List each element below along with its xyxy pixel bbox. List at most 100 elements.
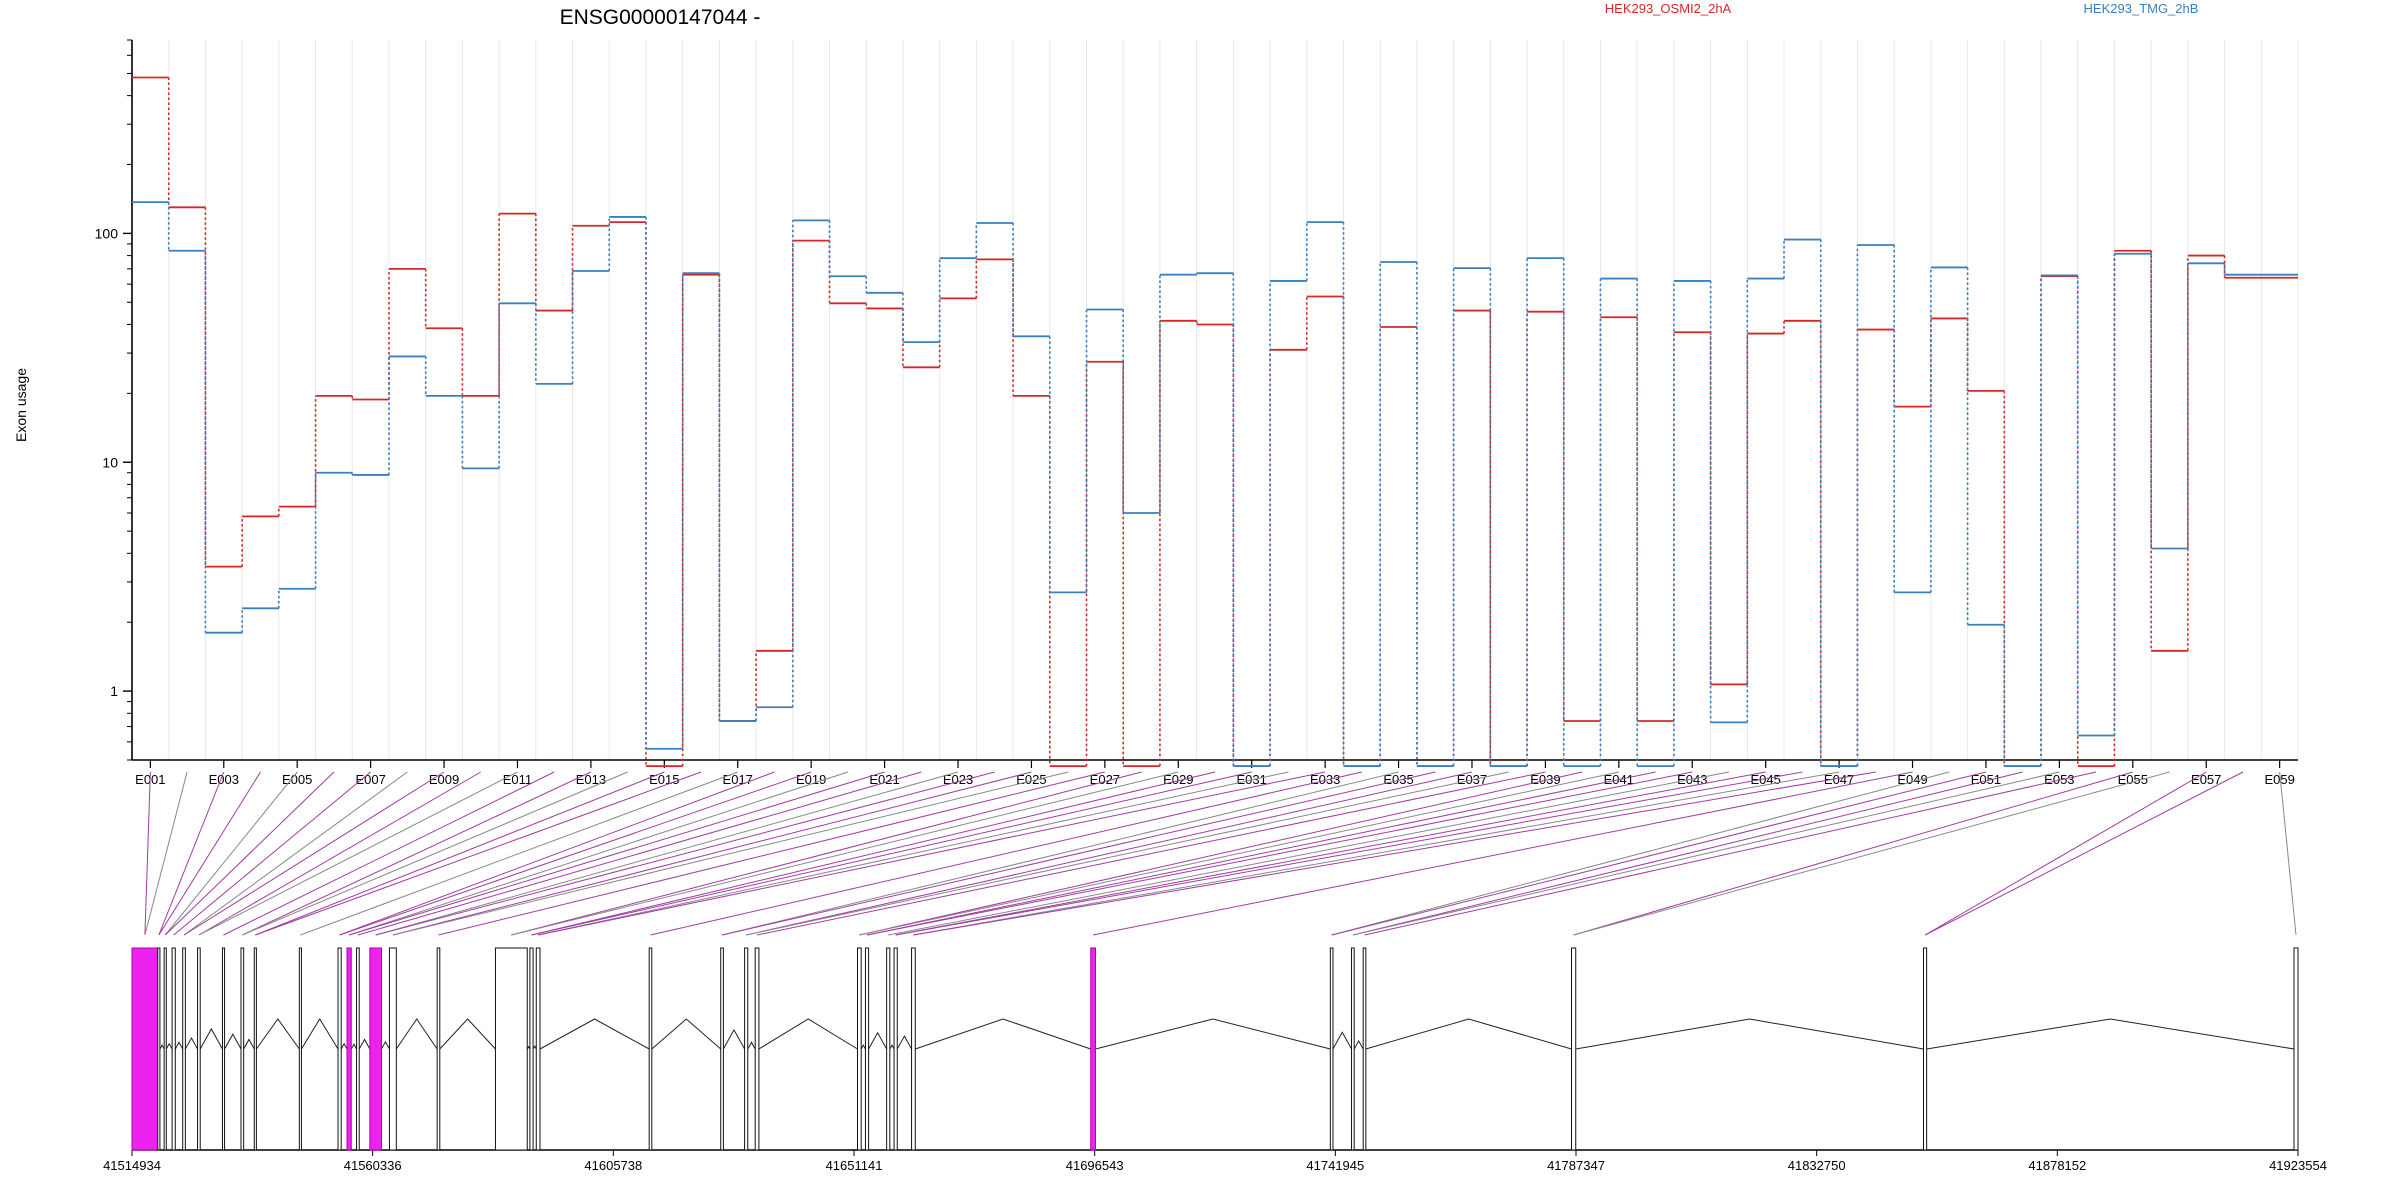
exon-connector xyxy=(242,771,628,936)
y-axis-label: Exon usage xyxy=(13,368,29,442)
exon-connector xyxy=(164,771,335,936)
vertical-gridlines xyxy=(131,40,2299,760)
x-tick-label: E021 xyxy=(869,772,899,787)
x-tick-label: E009 xyxy=(429,772,459,787)
exon-connector xyxy=(158,771,225,936)
intron-line xyxy=(889,1044,895,1050)
exon-connector xyxy=(538,771,1289,936)
chart-title: ENSG00000147044 - xyxy=(560,6,761,29)
exon-box xyxy=(171,947,176,1151)
exon-connector xyxy=(339,771,812,936)
exon-connector xyxy=(1352,771,2060,936)
intron-line xyxy=(174,1041,184,1050)
intron-line xyxy=(199,1027,223,1050)
intron-line xyxy=(722,1028,746,1050)
exon-connector xyxy=(538,771,1326,936)
exon-box xyxy=(529,947,534,1151)
exon-box xyxy=(240,947,245,1151)
exon-box xyxy=(754,947,760,1151)
exon-connector xyxy=(2279,771,2297,936)
exon-connector xyxy=(1364,771,2097,936)
x-tick-label: E025 xyxy=(1016,772,1046,787)
coordinate-tick-label: 41696543 xyxy=(1066,1158,1124,1173)
exon-box xyxy=(911,947,916,1151)
exon-connector xyxy=(913,771,1876,936)
exon-connector xyxy=(144,771,151,936)
intron-line xyxy=(896,1035,912,1050)
coordinate-tick-label: 41741945 xyxy=(1306,1158,1364,1173)
coordinate-tick-label: 41787347 xyxy=(1547,1158,1605,1173)
exon-connector xyxy=(1352,771,2023,936)
intron-line xyxy=(350,1043,358,1050)
y-tick-label: 100 xyxy=(95,225,119,241)
intron-line xyxy=(301,1018,339,1050)
exon-connector xyxy=(721,771,1399,936)
x-tick-label: E019 xyxy=(796,772,826,787)
exon-connector xyxy=(158,771,261,936)
exon-box xyxy=(1090,947,1096,1151)
x-tick-label: E007 xyxy=(355,772,385,787)
gene-model: 41514934 41560336 41605738 41651141 41696543… xyxy=(103,947,2327,1173)
exon-box xyxy=(1329,947,1334,1151)
exon-box xyxy=(346,947,352,1151)
intron-line xyxy=(439,1018,496,1050)
intron-line xyxy=(224,1033,242,1050)
exon-connector xyxy=(746,771,1509,936)
exon-box xyxy=(253,947,257,1151)
exon-connector xyxy=(1331,771,1950,936)
x-tick-label: E035 xyxy=(1383,772,1413,787)
exon-connector xyxy=(242,771,592,936)
intron-line xyxy=(255,1018,300,1050)
exon-connector xyxy=(511,771,1179,936)
exon-connector xyxy=(438,771,1105,936)
exon-box xyxy=(197,947,201,1151)
exon-box xyxy=(648,947,653,1151)
exon-box xyxy=(1571,947,1577,1151)
x-tick-label: E055 xyxy=(2118,772,2148,787)
intron-line xyxy=(395,1018,438,1050)
y-tick-label: 10 xyxy=(102,454,118,470)
intron-line xyxy=(358,1038,371,1050)
coordinate-tick-label: 41560336 xyxy=(344,1158,402,1173)
x-tick-label: E039 xyxy=(1530,772,1560,787)
intron-line xyxy=(184,1036,198,1050)
x-tick-label: E013 xyxy=(576,772,606,787)
series-0 xyxy=(132,76,2298,768)
intron-line xyxy=(243,1038,255,1050)
intron-line xyxy=(747,1041,756,1050)
exon-connector xyxy=(650,771,1362,936)
exon-connector xyxy=(1573,771,2170,936)
coordinate-tick-label: 41923554 xyxy=(2269,1158,2327,1173)
coordinate-tick-label: 41832750 xyxy=(1788,1158,1846,1173)
exon-box xyxy=(893,947,898,1151)
coordinate-tick-label: 41514934 xyxy=(103,1158,161,1173)
intron-line xyxy=(340,1042,348,1050)
intron-line xyxy=(381,1040,390,1050)
exon-connector xyxy=(255,771,702,936)
exon-box xyxy=(856,947,862,1151)
exon-connector xyxy=(859,771,1583,936)
intron-line xyxy=(915,1018,1091,1050)
exon-connector xyxy=(144,771,188,936)
intron-line xyxy=(539,1018,650,1050)
exon-connector xyxy=(866,771,1693,936)
exon-connector xyxy=(721,771,1436,936)
exon-connector xyxy=(866,771,1656,936)
exon-connector xyxy=(375,771,995,936)
exon-box xyxy=(356,947,360,1151)
exon-connector xyxy=(392,771,1032,936)
exon-connector xyxy=(531,771,1252,936)
exon-box xyxy=(298,947,302,1151)
exon-connector xyxy=(913,771,1840,936)
intron-line xyxy=(165,1042,173,1050)
x-tick-label: E047 xyxy=(1824,772,1854,787)
exon-connector xyxy=(1573,771,2133,936)
exon-connector xyxy=(198,771,518,936)
exon-box xyxy=(535,947,541,1151)
intron-line xyxy=(532,1045,537,1050)
exon-box xyxy=(886,947,891,1151)
x-tick-label: E033 xyxy=(1310,772,1340,787)
coordinate-tick-label: 41651141 xyxy=(826,1158,883,1173)
exon-connector xyxy=(1924,771,2207,936)
exon-connector xyxy=(392,771,1069,936)
